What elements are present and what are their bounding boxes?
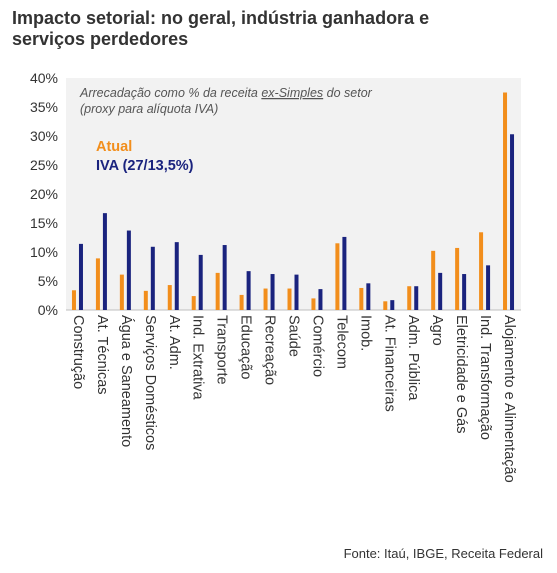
bar-atual-15: [431, 250, 436, 310]
bar-iva-9: [294, 274, 299, 310]
bar-atual-2: [119, 274, 124, 310]
bar-atual-6: [215, 272, 220, 310]
legend-entry-iva: IVA (27/13,5%): [96, 158, 194, 174]
bar-atual-7: [239, 294, 244, 310]
chart-note-line-2: (proxy para alíquota IVA): [80, 102, 218, 116]
note-text-segment: do setor: [323, 86, 372, 100]
x-tick-label: At. Financeiras: [381, 315, 397, 412]
y-tick-label: 25%: [30, 157, 58, 173]
bar-atual-13: [383, 301, 388, 310]
bar-iva-12: [366, 283, 371, 310]
bar-atual-4: [167, 285, 172, 310]
bar-iva-14: [414, 286, 419, 310]
bar-atual-17: [479, 232, 484, 310]
x-tick-label: Ind. Transformação: [477, 315, 493, 440]
y-tick-label: 10%: [30, 244, 58, 260]
x-tick-label: Telecom: [333, 315, 349, 369]
x-tick-label: Construção: [70, 315, 86, 389]
y-tick-label: 15%: [30, 215, 58, 231]
bar-iva-17: [486, 265, 491, 310]
y-tick-label: 40%: [30, 70, 58, 86]
chart-title-line-1: Impacto setorial: no geral, indústria ga…: [12, 8, 430, 28]
x-tick-label: Recreação: [262, 315, 278, 385]
x-tick-label: Transporte: [214, 315, 230, 385]
chart-title-line-2: serviços perdedores: [12, 29, 189, 49]
y-axis: 0% 5% 10% 15% 20% 25% 30% 35% 40%: [30, 70, 58, 318]
bars: [71, 92, 515, 310]
bar-iva-2: [126, 230, 131, 310]
x-tick-label: Água e Saneamento: [118, 315, 135, 447]
y-tick-label: 20%: [30, 186, 58, 202]
bar-iva-16: [462, 274, 467, 310]
y-tick-label: 5%: [38, 273, 58, 289]
bar-atual-5: [191, 296, 196, 310]
bar-iva-10: [318, 289, 323, 310]
bar-atual-14: [407, 286, 412, 310]
bar-atual-8: [263, 288, 268, 310]
legend-entry-atual: Atual: [96, 139, 132, 155]
note-text-segment: Arrecadação como % da receita: [79, 86, 261, 100]
x-tick-label: At. Adm.: [166, 315, 182, 370]
x-tick-label: Alojamento e Alimentação: [501, 315, 517, 483]
x-axis-labels: Construção At. Técnicas Água e Saneamento S…: [70, 315, 517, 483]
x-tick-label: Adm. Pública: [405, 315, 421, 401]
bar-iva-4: [174, 242, 179, 310]
bar-iva-0: [78, 243, 83, 310]
bar-iva-6: [222, 245, 227, 310]
bar-iva-1: [102, 213, 107, 310]
x-tick-label: Educação: [238, 315, 254, 380]
source-note: Fonte: Itaú, IBGE, Receita Federal: [343, 546, 543, 561]
x-tick-label: Saúde: [286, 315, 302, 357]
bar-iva-18: [510, 134, 515, 310]
y-tick-label: 35%: [30, 99, 58, 115]
x-tick-label: Comércio: [309, 315, 325, 377]
y-tick-label: 30%: [30, 128, 58, 144]
x-tick-label: Eletricidade e Gás: [453, 315, 469, 433]
bar-atual-11: [335, 243, 340, 310]
legend: Atual IVA (27/13,5%): [96, 139, 194, 174]
bar-iva-15: [438, 272, 443, 310]
bar-iva-5: [198, 254, 203, 310]
bar-atual-10: [311, 298, 316, 310]
bar-iva-3: [150, 246, 155, 310]
bar-atual-18: [503, 92, 508, 310]
bar-atual-3: [143, 290, 148, 310]
chart-title: Impacto setorial: no geral, indústria ga…: [12, 8, 542, 50]
note-underlined-term: ex-Simples: [261, 86, 323, 100]
x-tick-label: Imob.: [357, 315, 373, 351]
bar-iva-7: [246, 271, 251, 310]
x-tick-label: Agro: [429, 315, 445, 346]
bar-iva-11: [342, 236, 347, 310]
x-tick-label: Ind. Extrativa: [190, 315, 206, 401]
bar-atual-1: [95, 258, 100, 310]
bar-iva-13: [390, 300, 395, 310]
bar-atual-12: [359, 287, 364, 310]
bar-atual-9: [287, 288, 292, 310]
bar-atual-16: [455, 247, 460, 310]
plot-area: [66, 78, 521, 310]
chart-note-line-1: Arrecadação como % da receita ex-Simples…: [79, 86, 373, 100]
x-tick-label: Serviços Domésticos: [142, 315, 158, 450]
x-tick-label: At. Técnicas: [94, 315, 110, 395]
bar-iva-8: [270, 274, 275, 310]
y-tick-label: 0%: [38, 302, 58, 318]
bar-atual-0: [71, 290, 76, 310]
